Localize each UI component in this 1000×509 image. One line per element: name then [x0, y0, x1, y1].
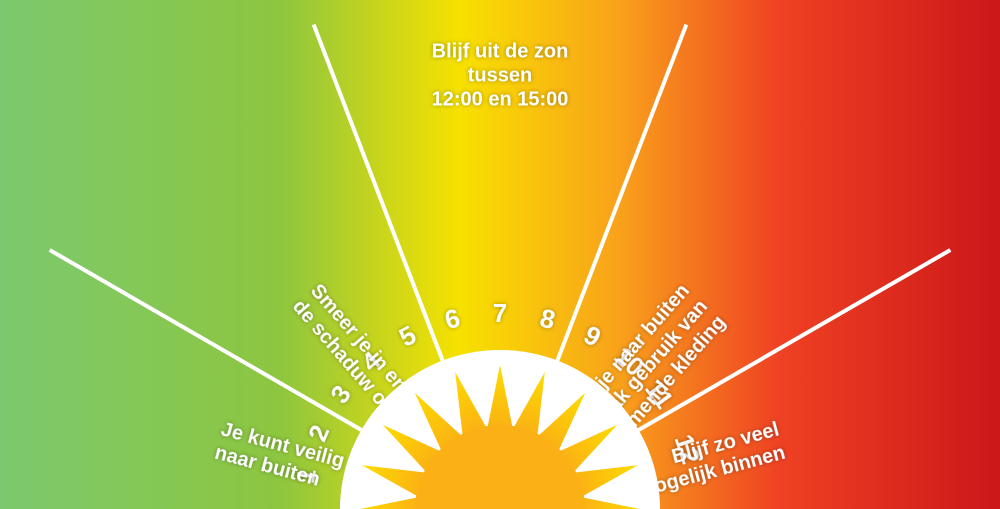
segment-high-line-1: tussen: [468, 64, 532, 86]
segment-text: 12:00 en 15:00: [432, 88, 569, 110]
uv-tick-7: 7: [493, 298, 507, 328]
segment-text: Blijf uit de zon: [432, 40, 569, 62]
dial-svg: 123456789101112Blijf uit de zontussen12:…: [0, 0, 1000, 509]
uv-index-dial: 123456789101112Blijf uit de zontussen12:…: [0, 0, 1000, 509]
segment-high-line-2: 12:00 en 15:00: [432, 88, 569, 110]
uv-tick-label: 7: [493, 298, 507, 328]
segment-high-line-0: Blijf uit de zon: [432, 40, 569, 62]
segment-text: tussen: [468, 64, 532, 86]
